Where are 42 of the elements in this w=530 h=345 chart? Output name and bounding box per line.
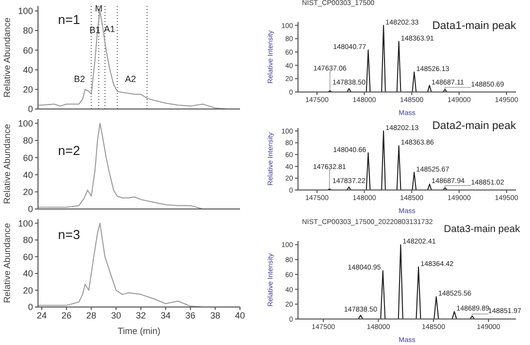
x-tick-label: 40 [234, 310, 246, 320]
annotation: n=2 [58, 143, 80, 158]
y-tick-label: 60 [22, 252, 33, 262]
y-tick-label: 100 [18, 218, 33, 228]
y-tick-label: 80 [22, 235, 33, 246]
x-axis-title: Time (min) [116, 326, 162, 337]
y-tick-label: 100 [18, 118, 33, 128]
y-tick-label: 20 [22, 84, 33, 95]
y-tick-label: 100 [18, 6, 33, 16]
y-tick-label: 0 [28, 204, 33, 214]
annotation: Data1-main peak [432, 20, 516, 32]
y-axis-title: Relative Abundance [2, 17, 12, 98]
x-tick-label: 34 [160, 310, 171, 320]
y-axis-title: Relative Abundance [2, 124, 12, 204]
y-tick-label: 20 [22, 187, 33, 198]
x-tick-label: 28 [86, 310, 96, 320]
annotation: Data2-main peak [432, 120, 516, 132]
y-tick-label: 60 [22, 45, 33, 56]
y-tick-label: 40 [22, 170, 33, 180]
y-tick-label: 0 [28, 104, 33, 114]
annotation: A1 [104, 24, 116, 34]
x-tick-label: 32 [136, 310, 146, 320]
x-tick-label: 38 [210, 310, 220, 320]
annotation: B1 [90, 24, 101, 35]
y-tick-label: 0 [28, 302, 33, 312]
y-tick-label: 80 [22, 26, 33, 36]
y-tick-label: 40 [22, 268, 33, 279]
annotation: n=1 [58, 12, 80, 27]
y-axis-title: Relative Abundance [2, 222, 12, 304]
y-tick-label: 60 [22, 152, 33, 163]
text: Data3-main peak [444, 224, 520, 235]
x-tick-label: 36 [185, 310, 196, 320]
annotation: B2 [74, 74, 86, 84]
annotation: M [94, 3, 102, 14]
annotation: n=3 [58, 227, 80, 242]
y-tick-label: 20 [22, 285, 33, 296]
x-tick-label: 24 [36, 310, 47, 320]
x-tick-label: 30 [111, 310, 122, 320]
y-tick-label: 40 [22, 64, 33, 75]
x-tick-label: 26 [61, 310, 72, 320]
annotation: A2 [125, 74, 136, 84]
y-tick-label: 80 [22, 136, 33, 146]
